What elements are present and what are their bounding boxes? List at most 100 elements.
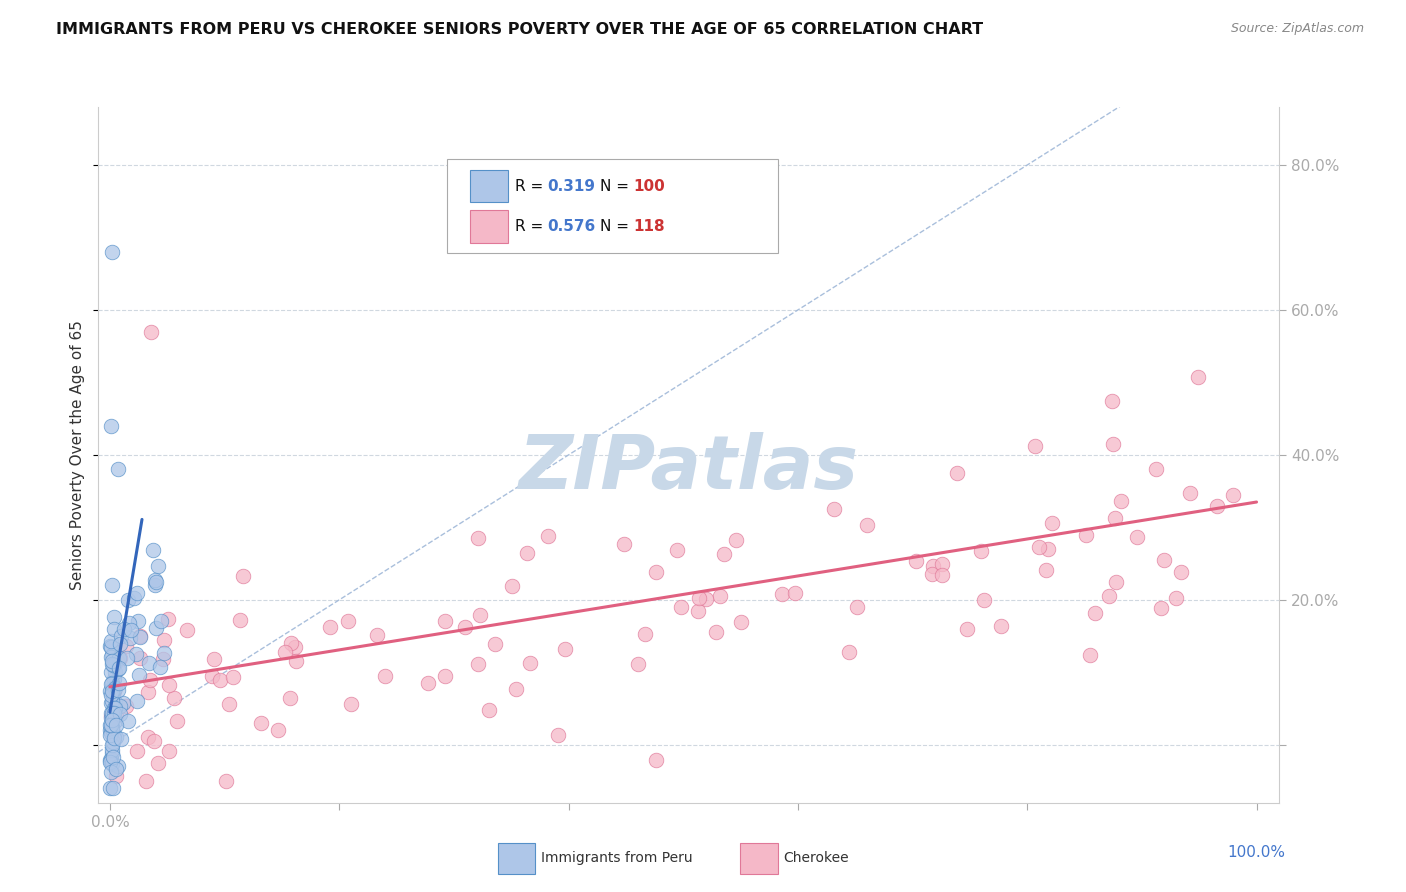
Point [112,622,135,636]
Point [105,731,128,745]
Point [110,732,132,747]
Point [125,694,148,708]
Point [108,698,131,713]
Point [284,640,307,655]
Point [100,706,122,720]
Point [100,677,122,691]
Point [107,662,129,676]
Point [418,676,440,690]
Point [110,637,132,651]
Point [103,701,125,715]
Point [201,669,224,683]
Point [467,531,489,545]
Point [956,622,979,636]
Point [838,645,860,659]
Point [973,593,995,607]
FancyBboxPatch shape [471,211,508,243]
Point [613,537,636,551]
Point [100,765,122,780]
Point [100,726,122,740]
Point [783,586,806,600]
Point [138,657,160,671]
Point [129,651,152,665]
Point [103,683,125,698]
Point [222,670,245,684]
Point [100,688,122,702]
Point [145,621,167,635]
Point [104,718,127,732]
Point [100,708,122,723]
Point [434,669,457,683]
Point [725,533,748,547]
Point [823,501,845,516]
Point [136,730,159,744]
Point [110,629,132,643]
Point [666,542,689,557]
Point [467,657,489,672]
Point [139,325,162,339]
Text: N =: N = [600,219,634,234]
Point [250,715,273,730]
Point [107,462,129,476]
Point [157,612,180,626]
Point [107,758,129,772]
Point [505,681,527,696]
Point [108,651,131,665]
Point [100,633,122,648]
Text: Cherokee: Cherokee [783,852,849,865]
Point [103,731,125,745]
Point [1101,394,1123,409]
Point [101,738,124,752]
Point [931,568,953,582]
Point [129,629,152,643]
Point [101,578,124,592]
Point [1076,528,1098,542]
Point [232,569,254,583]
Point [166,714,188,728]
Text: 118: 118 [634,219,665,234]
Point [101,681,124,695]
Point [519,656,541,670]
Point [100,696,122,710]
Point [366,627,388,641]
Point [108,651,131,665]
Point [107,676,129,690]
Point [114,639,136,653]
Point [103,701,125,715]
Point [100,746,122,760]
Point [1206,499,1229,513]
Point [1028,540,1050,554]
Point [105,654,128,668]
Point [101,722,124,736]
Point [1109,494,1132,508]
Point [1098,589,1121,603]
Point [100,649,122,664]
Point [101,709,124,723]
Point [103,781,125,796]
Point [152,632,174,647]
Point [120,623,142,637]
Point [103,610,125,624]
Point [101,675,124,690]
Point [128,668,150,682]
Point [100,718,122,732]
Point [634,627,657,641]
FancyBboxPatch shape [471,170,508,202]
Point [921,567,943,582]
Point [125,586,148,600]
Point [105,708,128,723]
Point [688,591,710,606]
Point [218,697,240,711]
Point [1187,369,1209,384]
Point [1042,516,1064,531]
Y-axis label: Seniors Poverty Over the Age of 65: Seniors Poverty Over the Age of 65 [70,320,86,590]
Point [98,723,121,738]
Point [100,706,122,721]
Point [100,419,122,434]
Point [970,543,993,558]
Point [98,753,121,767]
Point [103,672,125,686]
Point [101,244,124,259]
Point [931,557,953,571]
Point [484,637,506,651]
